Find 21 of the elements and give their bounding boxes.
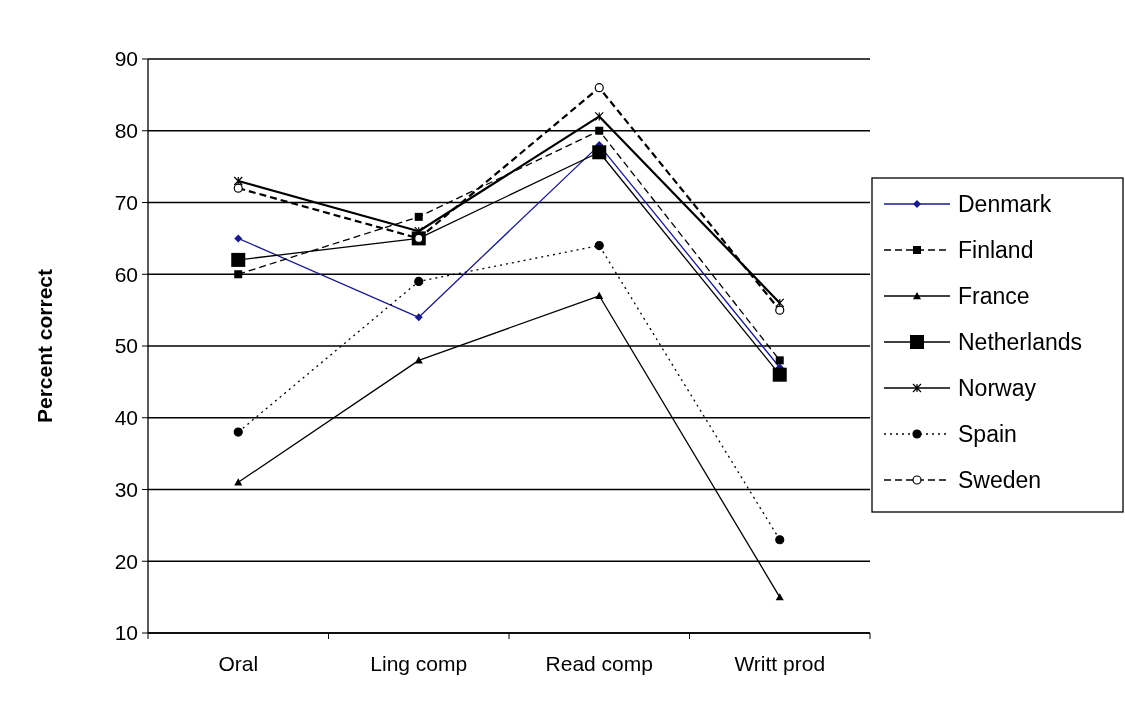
y-tick-label: 60 bbox=[114, 262, 138, 286]
x-tick-label: Writt prod bbox=[734, 652, 826, 675]
y-axis-title: Percent correct bbox=[33, 268, 56, 424]
legend-label: Spain bbox=[958, 421, 1017, 448]
y-tick-label: 80 bbox=[114, 119, 138, 143]
legend-label: Finland bbox=[958, 237, 1034, 264]
y-tick-label: 40 bbox=[114, 406, 138, 430]
y-tick-label: 20 bbox=[114, 549, 138, 573]
legend-label: Denmark bbox=[958, 191, 1052, 218]
legend-label: Norway bbox=[958, 375, 1037, 402]
y-tick-label: 50 bbox=[114, 334, 138, 358]
y-tick-label: 70 bbox=[114, 190, 138, 214]
y-tick-label: 10 bbox=[114, 621, 138, 645]
y-tick-label: 30 bbox=[114, 477, 138, 501]
x-tick-label: Read comp bbox=[545, 652, 653, 675]
legend-label: Netherlands bbox=[958, 329, 1083, 356]
legend-label: France bbox=[958, 283, 1030, 310]
legend-label: Sweden bbox=[958, 467, 1042, 494]
x-tick-label: Oral bbox=[218, 652, 259, 675]
x-tick-label: Ling comp bbox=[370, 652, 468, 675]
y-tick-label: 90 bbox=[114, 47, 138, 71]
